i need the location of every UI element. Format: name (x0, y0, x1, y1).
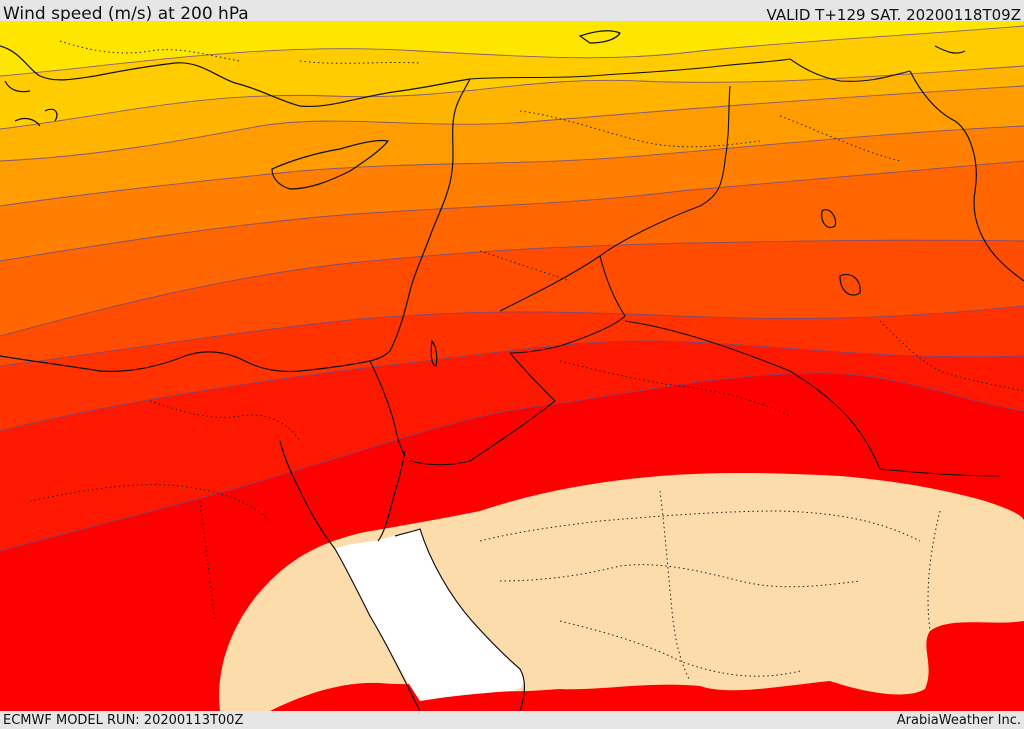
contour-line (0, 65, 1024, 130)
wind-contours (0, 25, 1024, 552)
admin-boundary (29, 484, 271, 522)
wind-bands (0, 21, 1024, 711)
coastline-north-africa (0, 351, 371, 373)
contour-line (0, 340, 1024, 432)
admin-boundary (559, 620, 801, 677)
border-saudi-jordan-south (409, 352, 556, 466)
coastlines (0, 30, 1024, 711)
contour-line (0, 25, 1024, 77)
contour-line (0, 85, 1024, 162)
admin-boundary (779, 115, 901, 162)
admin-boundary (659, 490, 691, 682)
coastline-levant (369, 110, 456, 362)
chart-title: Wind speed (m/s) at 200 hPa (3, 4, 249, 24)
coastline-black-sea (578, 30, 621, 44)
border-egypt-sudan (369, 360, 406, 457)
coastline-cyprus (271, 139, 390, 190)
contour-line (0, 305, 1024, 367)
border-turkey-syria (469, 58, 791, 80)
model-run-label: ECMWF MODEL RUN: 20200113T00Z (3, 713, 244, 728)
coastline-lakes (821, 209, 861, 296)
admin-boundary (499, 564, 861, 588)
calm-region (335, 529, 524, 701)
coastline-dead-sea (430, 339, 438, 367)
admin-boundary (927, 510, 941, 632)
footer-bar: ECMWF MODEL RUN: 20200113T00Z ArabiaWeat… (0, 711, 1024, 729)
border-iraq-saudi (624, 320, 1001, 477)
admin-boundary (559, 360, 791, 417)
admin-boundary (199, 500, 216, 622)
admin-boundaries (29, 40, 1024, 682)
coastline-red-sea-west (279, 440, 421, 711)
credit-label: ArabiaWeather Inc. (896, 713, 1021, 728)
admin-boundary (479, 250, 571, 282)
coastline-aegean (4, 80, 58, 127)
admin-boundary (519, 110, 761, 148)
valid-time-label: VALID T+129 SAT. 20200118T09Z (766, 6, 1021, 24)
coastline-persian-gulf (909, 70, 1024, 282)
header-bar: Wind speed (m/s) at 200 hPa VALID T+129 … (0, 0, 1024, 24)
contour-line (0, 372, 1024, 552)
border-jordan-saudi (509, 255, 626, 354)
wind-speed-map[interactable] (0, 21, 1024, 711)
border-iran-iraq (789, 58, 911, 82)
coastline-top-right (934, 45, 966, 54)
admin-boundary (59, 40, 241, 62)
contour-line (0, 125, 1024, 207)
coastline-anatolia (0, 45, 472, 112)
border-syria-iraq (499, 85, 731, 312)
map-canvas (0, 21, 1024, 711)
contour-line (0, 239, 1024, 337)
coastline-red-sea-east (377, 450, 526, 711)
country-borders (369, 58, 1001, 477)
contour-line (0, 160, 1024, 262)
